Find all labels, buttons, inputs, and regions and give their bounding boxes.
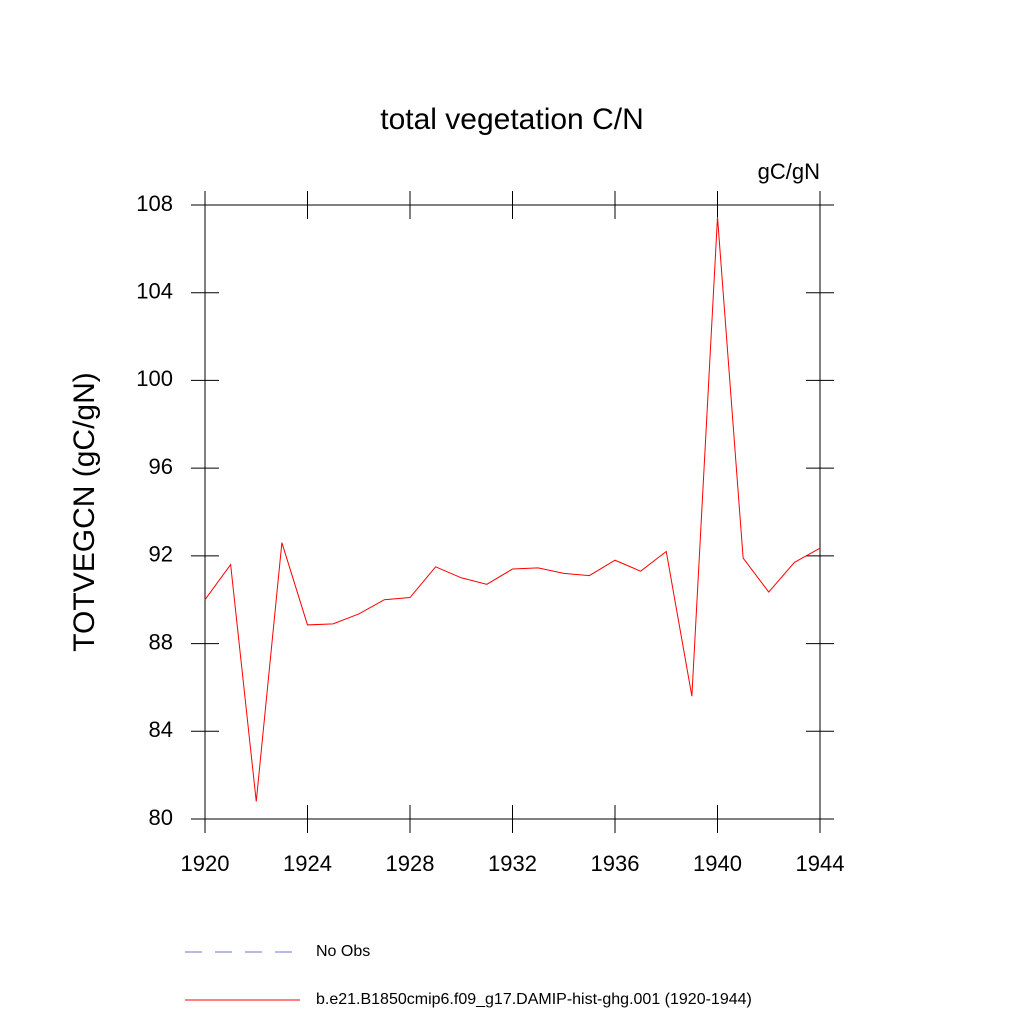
x-tick-label: 1936 [591,851,640,876]
y-tick-label: 88 [149,629,173,654]
x-tick-label: 1924 [283,851,332,876]
x-tick-label: 1928 [386,851,435,876]
x-tick-label: 1920 [181,851,230,876]
y-tick-label: 104 [136,279,173,304]
y-tick-label: 80 [149,805,173,830]
units-label: gC/gN [758,159,820,184]
x-tick-label: 1944 [796,851,845,876]
chart-title: total vegetation C/N [380,103,643,136]
y-tick-label: 108 [136,191,173,216]
legend-label: b.e21.B1850cmip6.f09_g17.DAMIP-hist-ghg.… [316,991,752,1008]
y-tick-label: 100 [136,366,173,391]
legend-label: No Obs [316,943,370,960]
y-tick-label: 84 [149,717,173,742]
data-line [204,217,821,802]
y-axis-label: TOTVEGCN (gC/gN) [68,372,101,651]
x-tick-label: 1932 [488,851,537,876]
x-tick-label: 1940 [693,851,742,876]
y-tick-label: 92 [149,542,173,567]
y-tick-label: 96 [149,454,173,479]
